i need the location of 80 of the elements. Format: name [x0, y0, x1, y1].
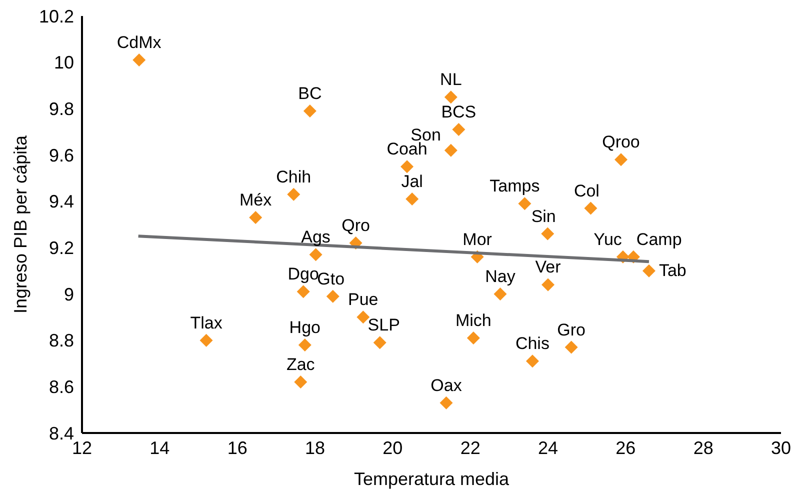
- annotation: Gro: [557, 320, 586, 340]
- x-tick-label: 30: [770, 438, 792, 458]
- y-tick-label: 9: [64, 284, 74, 304]
- point: [356, 310, 370, 324]
- annotation: BC: [298, 84, 322, 103]
- y-tick-label: 10.2: [38, 6, 74, 26]
- annotation: NL: [440, 70, 462, 90]
- y-tick-label: 10: [54, 52, 74, 73]
- annotation: Tlax: [190, 313, 223, 332]
- point: [541, 227, 554, 240]
- point: [287, 188, 300, 201]
- point: [200, 334, 213, 347]
- point: [452, 123, 466, 136]
- annotation: BCS: [441, 102, 476, 122]
- x-tick-label: 28: [693, 438, 714, 458]
- x-tick-label: 24: [538, 438, 558, 458]
- x-tick-label: 22: [460, 438, 480, 458]
- point: [406, 192, 419, 206]
- point: [303, 104, 316, 118]
- annotation: Méx: [240, 190, 272, 210]
- annotation: Col: [574, 181, 600, 200]
- annotation: Ags: [301, 228, 330, 247]
- y-axis-title: Ingreso PIB per cápita: [10, 134, 30, 314]
- point: [444, 90, 458, 104]
- point: [296, 285, 310, 298]
- point: [298, 338, 312, 352]
- annotation: Pue: [348, 290, 378, 310]
- point: [518, 197, 532, 210]
- point: [132, 54, 146, 67]
- y-tick-label: 8.4: [48, 423, 74, 444]
- annotation: Zac: [286, 355, 316, 374]
- x-tick-label: 20: [382, 438, 403, 458]
- annotation: Gto: [317, 269, 345, 288]
- point: [584, 202, 598, 215]
- point: [309, 248, 322, 262]
- x-tick-label: 16: [227, 438, 248, 458]
- y-tick-label: 9.8: [48, 99, 74, 120]
- annotation: Chih: [276, 167, 312, 186]
- y-tick-label: 8.8: [48, 330, 74, 351]
- annotation: SLP: [368, 316, 400, 335]
- point: [444, 144, 458, 157]
- point: [440, 396, 453, 410]
- annotation: Sin: [531, 206, 556, 226]
- point: [564, 340, 578, 354]
- annotation: Dgo: [288, 264, 319, 284]
- point: [494, 288, 507, 300]
- y-tick-label: 9.4: [48, 192, 74, 212]
- annotation: Tamps: [490, 176, 540, 196]
- x-tick-label: 18: [304, 438, 326, 458]
- point: [642, 264, 656, 278]
- annotation: Tab: [658, 260, 686, 280]
- x-tick-label: 26: [616, 438, 636, 458]
- annotation: Qroo: [602, 132, 640, 152]
- annotation: Chis: [515, 334, 550, 354]
- annotation: Nay: [485, 267, 516, 286]
- point: [400, 160, 414, 174]
- annotation: Jal: [401, 172, 423, 192]
- point: [373, 336, 386, 350]
- annotation: Hgo: [289, 318, 320, 337]
- annotation: Ver: [535, 258, 562, 277]
- point: [294, 376, 308, 389]
- annotation: Yuc: [594, 230, 622, 249]
- x-axis-title: Temperatura media: [354, 469, 510, 489]
- point: [249, 211, 262, 224]
- point: [466, 332, 480, 345]
- y-tick-label: 8.6: [48, 377, 74, 398]
- x-tick-label: 12: [72, 438, 92, 458]
- annotation: CdMx: [116, 33, 162, 52]
- x-tick-label: 14: [150, 438, 170, 458]
- point: [326, 290, 340, 303]
- point: [526, 354, 539, 368]
- annotation: Qro: [342, 216, 370, 236]
- y-tick-label: 9.2: [48, 238, 74, 258]
- point: [542, 278, 554, 292]
- point: [614, 153, 628, 166]
- annotation: Camp: [636, 230, 682, 249]
- annotation: Mor: [462, 230, 492, 249]
- y-tick-label: 9.6: [48, 145, 74, 166]
- annotation: Mich: [455, 311, 492, 330]
- annotation: Oax: [430, 376, 462, 395]
